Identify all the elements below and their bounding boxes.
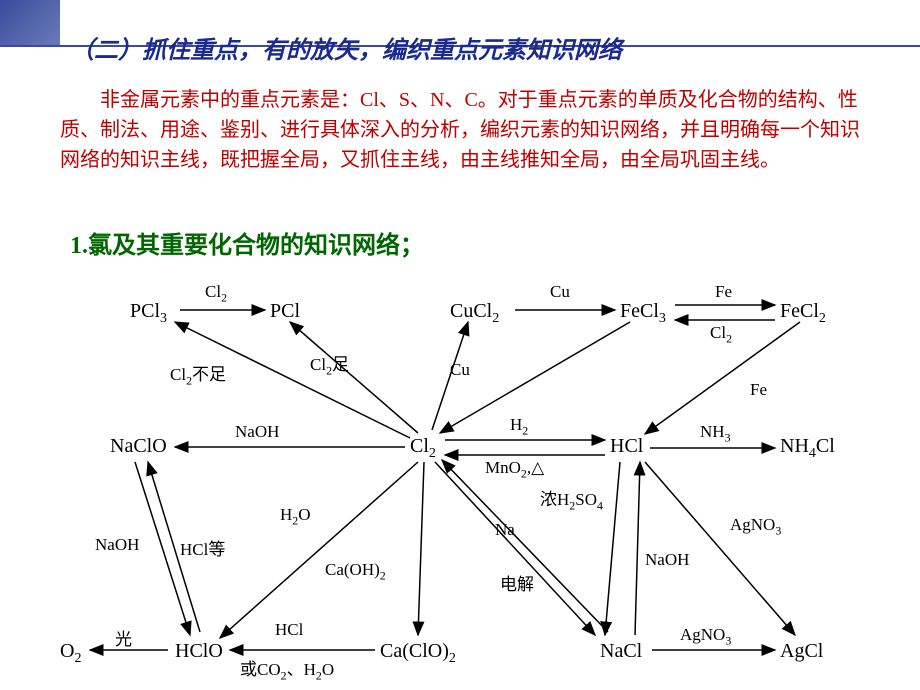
page-title: （二）抓住重点，有的放矢，编织重点元素知识网络 [70, 30, 622, 65]
edge-label-HClO-O2: 光 [115, 625, 132, 650]
edge-label-NaCl-AgCl: AgNO3 [680, 625, 731, 648]
edge-label-Cl2-CuCl2: Cu [450, 360, 470, 380]
diagram-arrows [40, 270, 900, 680]
edge-label-Cl2-HClO: H2O [280, 505, 311, 528]
node-FeCl2: FeCl2 [780, 300, 826, 327]
edge-label-CaClO2_note-: 或CO2、H2O [240, 655, 334, 683]
edge-label-Cl2-PCl: Cl2足 [310, 350, 349, 378]
node-AgCl: AgCl [780, 640, 823, 663]
edge-label-Cl2-NaClO: NaOH [235, 422, 279, 442]
edge-Cl2-CaClO2 [418, 462, 424, 635]
section-subtitle: 1.氯及其重要化合物的知识网络； [70, 225, 424, 260]
edge-label-HCl-Cl2: MnO2,△ [485, 458, 544, 481]
edge-label-CuCl2-FeCl3: Cu [550, 282, 570, 302]
node-NaCl: NaCl [600, 640, 642, 663]
node-O2: O2 [60, 640, 81, 667]
chlorine-network-diagram: PCl3PClCuCl2FeCl3FeCl2NaClOCl2HClNH4ClO2… [40, 270, 900, 680]
header-decor [0, 0, 60, 45]
node-NaClO: NaClO [110, 435, 167, 458]
node-CuCl2: CuCl2 [450, 300, 499, 327]
edge-label-HCl-NH4Cl: NH3 [700, 422, 731, 445]
edge-label-NaCl-Cl2: 电解 [500, 570, 534, 595]
node-NH4Cl: NH4Cl [780, 435, 835, 462]
edge-label-CaClO2-HClO: HCl [275, 620, 303, 640]
edge-HCl-AgCl [645, 462, 795, 635]
edge-label-FeCl2-FeCl3: Cl2 [710, 323, 732, 346]
intro-paragraph: 非金属元素中的重点元素是：Cl、S、N、C。对于重点元素的单质及化合物的结构、性… [60, 85, 870, 175]
node-FeCl3: FeCl3 [620, 300, 666, 327]
edge-NaCl-HCl [635, 462, 640, 635]
node-Cl2: Cl2 [410, 435, 436, 462]
edge-label-HClO-NaClO: HCl等 [180, 535, 225, 560]
edge-label-Cl2-NaCl: Na [495, 520, 515, 540]
edge-label-NaCl-HCl: NaOH [645, 550, 689, 570]
edge-label-Cl2-CaClO2: Ca(OH)2 [325, 560, 386, 583]
node-HClO: HClO [175, 640, 223, 663]
edge-Cl2-HClO [220, 462, 418, 638]
edge-label-HCl-AgCl: AgNO3 [730, 515, 781, 538]
edge-label-FeCl3-FeCl2: Fe [715, 282, 732, 302]
node-PCl: PCl [270, 300, 300, 323]
edge-label-PCl3-PCl: Cl2 [205, 282, 227, 305]
node-CaClO2: Ca(ClO)2 [380, 640, 456, 667]
edge-label-Cl2-PCl3: Cl2不足 [170, 360, 226, 388]
edge-label-FeCl2-HCl: Fe [750, 380, 767, 400]
node-HCl: HCl [610, 435, 643, 458]
edge-label-NaClO-HClO: NaOH [95, 535, 139, 555]
edge-label-Cl2-HCl: H2 [510, 415, 528, 438]
intro-text: 非金属元素中的重点元素是：Cl、S、N、C。对于重点元素的单质及化合物的结构、性… [60, 85, 870, 175]
edge-label-HCl-NaCl: 浓H2SO4 [540, 485, 603, 513]
node-PCl3: PCl3 [130, 300, 167, 327]
edge-HCl-NaCl [605, 462, 620, 635]
